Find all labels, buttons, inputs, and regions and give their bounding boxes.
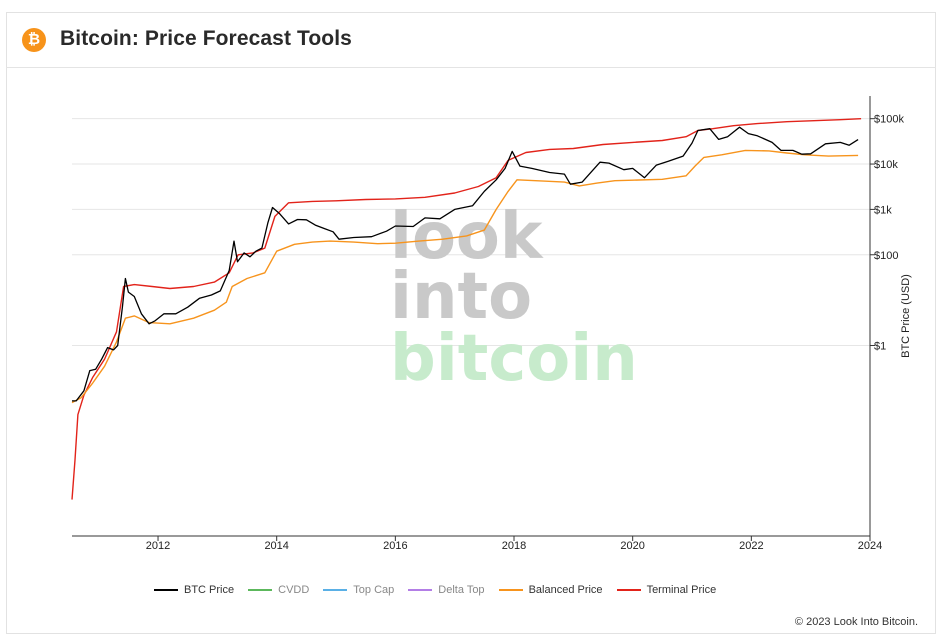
x-tick-label: 2024 [858,540,882,552]
legend-label: Top Cap [353,584,395,596]
legend-swatch [498,589,523,591]
grid-lines [72,118,870,346]
watermark-look: look [390,200,544,274]
header: ₿ Bitcoin: Price Forecast Tools [6,12,936,68]
x-tick-label: 2020 [620,540,644,552]
page-title: Bitcoin: Price Forecast Tools [60,27,352,50]
x-tick-label: 2012 [146,540,170,552]
watermark-into: into [390,260,532,334]
series-line-balanced-price [71,149,859,404]
legend-swatch [154,589,178,591]
legend-label: CVDD [278,584,310,596]
legend-swatch [408,589,433,591]
watermark-bitcoin: bitcoin [390,322,638,396]
y-tick-label: $100k [874,114,904,126]
y-tick-label: $1 [874,340,886,352]
y-tick-label: $100 [874,250,898,262]
legend-swatch [323,589,348,591]
y-tick-label: $1k [874,204,892,216]
legend-item-terminal-price[interactable]: Terminal Price [616,584,717,596]
series-lines [71,118,862,500]
legend-label: BTC Price [184,584,235,596]
chart-panel [6,12,936,634]
legend-item-cvdd[interactable]: CVDD [248,584,309,596]
x-tick-label: 2014 [264,540,288,552]
x-tick-label: 2022 [739,540,763,552]
legend-item-top-cap[interactable]: Top Cap [323,584,394,596]
legend-item-btc-price[interactable]: BTC Price [154,584,234,596]
legend-item-delta-top[interactable]: Delta Top [408,584,485,596]
y-tick-label: $10k [874,159,898,171]
series-line-btc-price [72,126,859,402]
x-tick-label: 2018 [502,540,526,552]
x-axis-ticks: 2012 2014 2016 2018 2020 2022 2024 [146,536,882,552]
legend-swatch [248,589,273,591]
watermark: look into bitcoin [390,200,638,396]
legend-item-balanced-price[interactable]: Balanced Price [498,584,603,596]
y-axis-label: BTC Price (USD) [900,274,912,358]
x-tick-label: 2016 [383,540,407,552]
legend-label: Terminal Price [646,584,717,596]
legend: BTC Price CVDD Top Cap Delta Top Balanced Pr… [154,584,716,596]
legend-label: Balanced Price [528,584,603,596]
legend-label: Delta Top [438,584,485,596]
y-axis-ticks: $1 $100 $1k $10k $100k [870,114,904,352]
legend-swatch [616,589,641,591]
bitcoin-logo-icon: ₿ [22,28,46,52]
copyright: © 2023 Look Into Bitcoin. [794,616,918,628]
